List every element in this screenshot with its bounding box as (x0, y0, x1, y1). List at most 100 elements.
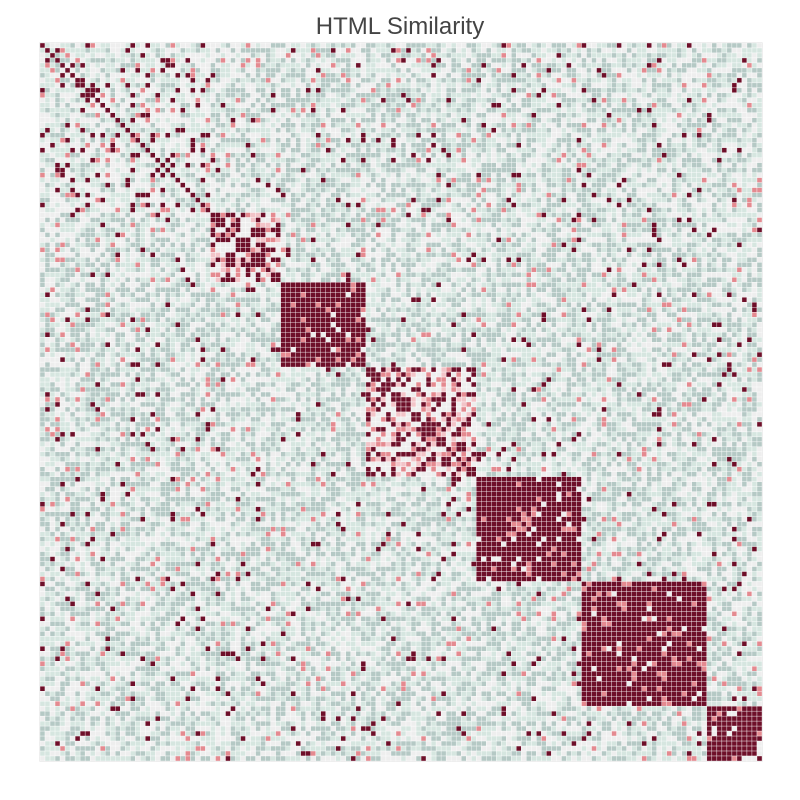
heatmap-cell (345, 112, 352, 118)
heatmap-cell (496, 92, 502, 99)
heatmap-cell (751, 67, 758, 74)
heatmap-cell (69, 112, 76, 118)
heatmap-cell (576, 207, 582, 213)
heatmap-cell (99, 62, 106, 69)
heatmap-cell (49, 182, 56, 188)
heatmap-cell (275, 162, 281, 168)
heatmap-cell (380, 172, 387, 178)
heatmap-cell (551, 127, 557, 133)
heatmap-cell (360, 62, 367, 69)
heatmap-cell (250, 122, 256, 128)
heatmap-cell (646, 47, 652, 54)
heatmap-cell (621, 162, 627, 168)
heatmap-cell (155, 112, 161, 118)
heatmap-cell (686, 122, 692, 128)
heatmap-cell (631, 82, 637, 89)
heatmap-cell (420, 187, 427, 193)
heatmap-cell (415, 137, 422, 143)
heatmap-cell (551, 152, 557, 158)
heatmap-cell (110, 137, 116, 143)
heatmap-cell (736, 192, 743, 198)
heatmap-cell (390, 162, 397, 168)
heatmap-cell (255, 127, 261, 133)
heatmap-cell (405, 47, 412, 54)
heatmap-cell (521, 137, 527, 143)
heatmap-cell (375, 72, 382, 79)
heatmap-cell (210, 142, 216, 148)
heatmap-cell (360, 42, 367, 49)
heatmap-cell (581, 152, 587, 158)
heatmap-cell (741, 167, 748, 173)
heatmap-cell (270, 207, 276, 213)
heatmap-cell (250, 192, 256, 198)
heatmap-cell (531, 67, 537, 74)
heatmap-cell (255, 202, 261, 208)
heatmap-cell (636, 132, 642, 138)
heatmap-cell (656, 47, 662, 54)
heatmap-cell (200, 117, 206, 123)
heatmap-cell (110, 112, 116, 118)
heatmap-cell (430, 177, 437, 183)
heatmap-cell (390, 192, 397, 198)
heatmap-cell (566, 162, 572, 168)
heatmap-cell (180, 47, 186, 54)
heatmap-cell (105, 132, 111, 138)
heatmap-cell (526, 142, 532, 148)
heatmap-cell (110, 147, 116, 153)
heatmap-cell (756, 202, 763, 208)
heatmap-cell (405, 132, 412, 138)
heatmap-cell (731, 132, 738, 138)
heatmap-cell (390, 117, 397, 123)
heatmap-cell (481, 202, 487, 208)
heatmap-cell (521, 142, 527, 148)
heatmap-cell (145, 52, 151, 59)
heatmap-cell (115, 137, 121, 143)
heatmap-cell (140, 102, 146, 108)
heatmap-cell (220, 202, 226, 208)
heatmap-cell (435, 192, 442, 198)
heatmap-cell (586, 97, 592, 104)
heatmap-cell (626, 152, 632, 158)
heatmap-cell (566, 77, 572, 84)
heatmap-cell (270, 142, 276, 148)
heatmap-cell (145, 197, 151, 203)
heatmap-cell (165, 172, 171, 178)
heatmap-cell (445, 197, 452, 203)
heatmap-cell (420, 132, 427, 138)
heatmap-cell (160, 47, 166, 54)
heatmap-cell (330, 67, 336, 74)
heatmap-cell (260, 147, 266, 153)
heatmap-cell (621, 192, 627, 198)
heatmap-cell (701, 202, 708, 208)
heatmap-cell (150, 167, 156, 173)
heatmap-cell (591, 182, 597, 188)
heatmap-cell (410, 82, 417, 89)
heatmap-cell (280, 47, 286, 54)
heatmap-cell (471, 97, 477, 104)
heatmap-cell (190, 82, 196, 89)
heatmap-cell (205, 42, 211, 49)
heatmap-cell (295, 52, 301, 59)
heatmap-cell (135, 77, 141, 84)
heatmap-cell (450, 122, 457, 128)
heatmap-cell (561, 132, 567, 138)
heatmap-cell (69, 207, 76, 213)
heatmap-cell (69, 47, 76, 54)
heatmap-cell (546, 187, 552, 193)
heatmap-cell (285, 132, 291, 138)
heatmap-cell (501, 142, 507, 148)
heatmap-cell (696, 62, 703, 69)
heatmap-cell (506, 207, 512, 213)
heatmap-cell (305, 47, 311, 54)
heatmap-cell (400, 172, 407, 178)
heatmap-cell (591, 197, 597, 203)
heatmap-cell (89, 47, 96, 54)
heatmap-cell (415, 212, 422, 218)
heatmap-cell (460, 117, 467, 123)
heatmap-cell (611, 117, 617, 123)
heatmap-cell (285, 67, 291, 74)
heatmap-cell (175, 167, 181, 173)
heatmap-cell (676, 102, 682, 108)
heatmap-cell (360, 127, 367, 133)
heatmap-cell (561, 52, 567, 59)
